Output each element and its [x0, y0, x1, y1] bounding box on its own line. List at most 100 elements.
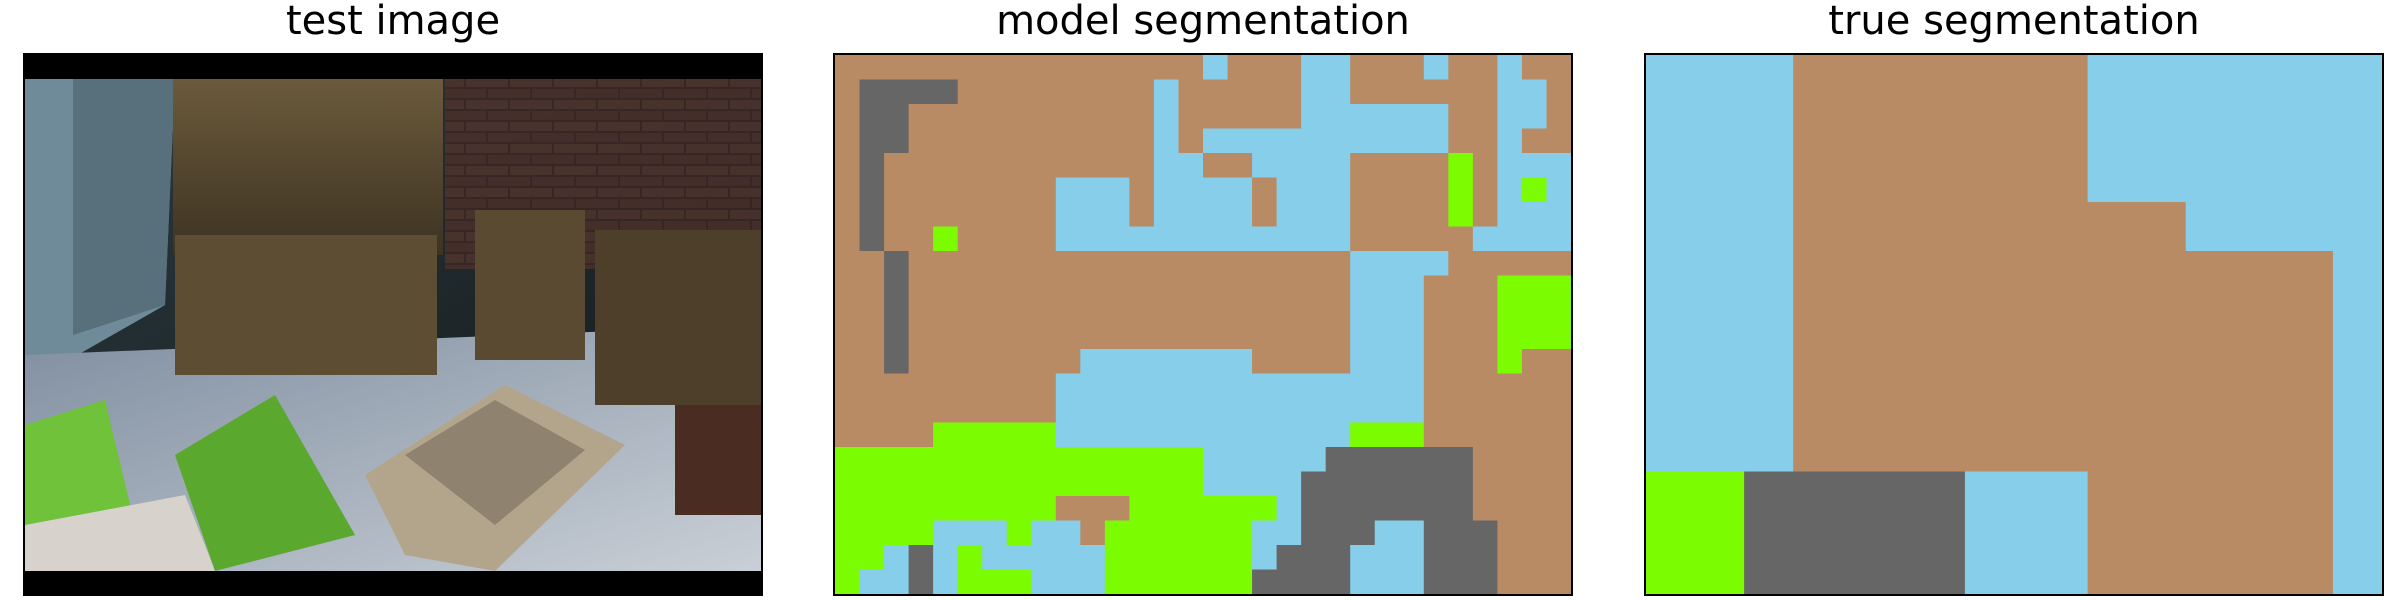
model-segmentation-cell [1423, 398, 1571, 424]
true-segmentation-cell [1646, 520, 1745, 546]
model-segmentation-cell [1472, 177, 1498, 203]
model-segmentation-cell [859, 226, 885, 252]
model-segmentation-cell [1252, 177, 1278, 203]
model-segmentation-cell [1423, 324, 1498, 350]
model-segmentation-cell [1472, 447, 1571, 473]
true-segmentation-cell [1646, 422, 1794, 448]
true-segmentation-cell [2332, 300, 2382, 326]
true-segmentation-cell [1646, 251, 1794, 277]
model-segmentation-cell [1472, 226, 1571, 252]
model-segmentation-cell [1080, 349, 1253, 375]
model-segmentation-cell [1521, 55, 1571, 81]
model-segmentation-cell [884, 300, 910, 326]
true-segmentation-cell [2185, 202, 2382, 228]
model-segmentation-cell [859, 128, 910, 154]
model-segmentation-cell [835, 324, 885, 350]
true-segmentation-cell [1793, 447, 2334, 473]
model-segmentation-cell [1252, 520, 1302, 546]
model-segmentation-cell [1423, 55, 1449, 81]
model-segmentation-cell [835, 569, 861, 594]
model-segmentation-cell [1423, 520, 1498, 546]
model-segmentation-cell [1546, 79, 1571, 105]
model-segmentation-cell [1080, 520, 1106, 546]
true-segmentation-cell [2185, 226, 2382, 252]
true-segmentation-cell [1646, 275, 1794, 301]
model-segmentation-cell [1203, 153, 1253, 179]
model-segmentation-cell [1153, 128, 1180, 154]
model-segmentation-cell [1350, 55, 1425, 81]
model-segmentation-cell [1521, 177, 1548, 203]
model-segmentation-cell [1497, 153, 1571, 179]
true-segmentation-cell [1793, 202, 2187, 228]
true-segmentation-cell [1646, 471, 1745, 497]
true-segmentation-cell [1964, 545, 2089, 571]
true-segmentation-cell [1646, 153, 1794, 179]
model-segmentation-cell [1055, 373, 1425, 399]
model-segmentation-cell [1497, 324, 1571, 350]
true-segmentation-cell [2332, 569, 2382, 594]
model-segmentation-cell [835, 177, 861, 203]
model-segmentation-cell [1497, 202, 1571, 228]
model-segmentation-cell [835, 545, 885, 571]
model-segmentation-cell [1153, 104, 1180, 130]
true-segmentation-cell [2087, 128, 2382, 154]
model-segmentation-cell [884, 349, 910, 375]
true-segmentation-cell [1646, 79, 1794, 105]
model-segmentation-cell [1497, 349, 1523, 375]
true-segmentation-cell [1793, 398, 2334, 424]
true-segmentation-cell [2332, 471, 2382, 497]
model-segmentation-cell [1006, 520, 1032, 546]
true-segmentation-cell [1646, 177, 1794, 203]
model-segmentation-cell [835, 275, 885, 301]
model-segmentation-cell [1104, 520, 1253, 546]
model-segmentation-cell [1178, 104, 1302, 130]
model-segmentation-cell [1350, 251, 1449, 277]
model-segmentation-cell [1350, 569, 1425, 594]
model-segmentation-cell [835, 300, 885, 326]
true-segmentation-title: true segmentation [1828, 0, 2200, 44]
model-segmentation-cell [1203, 471, 1302, 497]
true-segmentation-cell [2087, 471, 2334, 497]
model-segmentation-cell [835, 471, 1204, 497]
model-segmentation-map [833, 53, 1573, 596]
true-segmentation-cell [2332, 373, 2382, 399]
true-segmentation-cell [1793, 104, 2089, 130]
model-segmentation-cell [1325, 447, 1474, 473]
model-segmentation-cell [884, 153, 1155, 179]
model-segmentation-cell [1031, 520, 1081, 546]
model-segmentation-cell [1423, 569, 1498, 594]
true-segmentation-cell [1793, 55, 2089, 81]
true-segmentation-cell [1744, 545, 1966, 571]
model-segmentation-cell [1301, 55, 1351, 81]
model-segmentation-cell [1203, 128, 1449, 154]
model-segmentation-cell [1350, 324, 1425, 350]
model-segmentation-cell [1521, 349, 1571, 375]
true-segmentation-cell [2332, 251, 2382, 277]
model-segmentation-cell [1497, 55, 1523, 81]
true-segmentation-cell [1646, 349, 1794, 375]
model-segmentation-cell [957, 569, 1032, 594]
model-segmentation-cell [835, 398, 1057, 424]
model-segmentation-cell [1350, 153, 1449, 179]
model-segmentation-cell [1055, 422, 1351, 448]
true-segmentation-cell [2332, 545, 2382, 571]
true-segmentation-cell [1793, 275, 2334, 301]
model-segmentation-cell [835, 422, 934, 448]
model-segmentation-cell [1252, 202, 1278, 228]
true-segmentation-cell [1744, 569, 1966, 594]
model-segmentation-cell [908, 300, 1351, 326]
model-segmentation-cell [835, 202, 861, 228]
test-image-panel: test image [23, 0, 763, 600]
true-segmentation-cell [1646, 202, 1794, 228]
model-segmentation-cell [1153, 79, 1180, 105]
model-segmentation-cell [1423, 349, 1498, 375]
model-segmentation-cell [835, 349, 885, 375]
model-segmentation-cell [1350, 275, 1425, 301]
model-segmentation-cell [1448, 153, 1474, 179]
model-segmentation-cell [957, 545, 983, 571]
model-segmentation-cell [933, 545, 959, 571]
model-segmentation-cell [933, 569, 959, 594]
model-segmentation-cell [884, 202, 1057, 228]
true-segmentation-cell [1646, 55, 1794, 81]
model-segmentation-cell [1104, 569, 1253, 594]
